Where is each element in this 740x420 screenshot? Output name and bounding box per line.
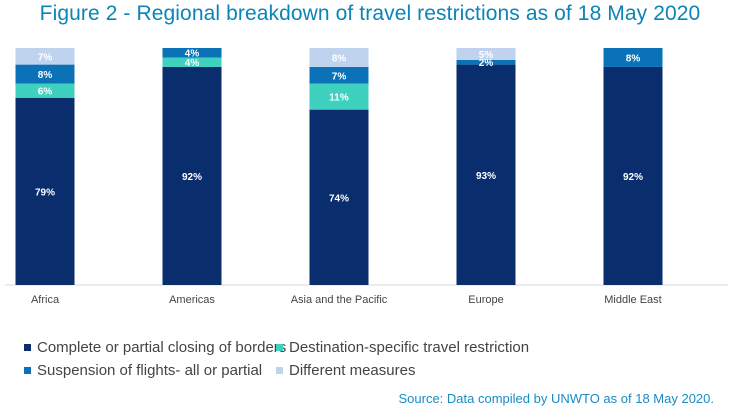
legend-label-destination: Destination-specific travel restriction [289,339,530,356]
data-label-americas-destination: 4% [185,58,200,69]
data-label-africa-flights: 8% [38,70,53,81]
bar-europe-flights [456,59,516,65]
x-tick-asia-and-the-pacific: Asia and the Pacific [291,294,388,306]
legend-swatch-flights [24,367,31,374]
bar-middle-east-flights [603,48,663,67]
legend-item-flights: Suspension of flights- all or partial [24,362,262,379]
x-tick-americas: Americas [169,294,215,306]
bar-europe-different [456,48,516,60]
legend-swatch-destination [276,344,283,351]
data-label-middle-east-flights: 8% [626,53,641,64]
legend-swatch-borders [24,344,31,351]
legend-item-borders: Complete or partial closing of borders [24,339,286,356]
data-label-middle-east-borders: 92% [623,172,643,183]
legend-item-destination: Destination-specific travel restriction [276,339,529,356]
x-tick-middle-east: Middle East [604,294,661,306]
data-label-asia-and-the-pacific-borders: 74% [329,193,349,204]
stacked-bar-chart: 79% 6% 8% 7% 92% 4%4% 74% 11% 7% 8% 93% 2%5% 92% 8% A… [5,48,728,306]
x-tick-europe: Europe [468,294,503,306]
data-label-americas-flights: 4% [185,49,200,60]
bar-middle-east-borders [603,66,663,286]
data-label-europe-flights: 2% [479,58,494,69]
bar-africa-flights [15,64,75,84]
bar-asia-and-the-pacific-different [309,48,369,67]
legend-label-different: Different measures [289,362,416,379]
bar-americas-destination [162,57,222,67]
data-label-asia-and-the-pacific-flights: 7% [332,71,347,82]
bar-asia-and-the-pacific-flights [309,66,369,84]
data-label-europe-different: 5% [479,50,494,61]
legend-label-borders: Complete or partial closing of borders [37,339,287,356]
data-label-americas-borders: 92% [182,172,202,183]
bar-americas-borders [162,66,222,286]
data-label-asia-and-the-pacific-destination: 11% [329,93,349,104]
legend-item-different: Different measures [276,362,415,379]
bar-asia-and-the-pacific-destination [309,83,369,110]
data-label-africa-borders: 79% [35,187,55,198]
bar-americas-flights [162,48,222,58]
data-label-asia-and-the-pacific-different: 8% [332,53,347,64]
data-label-africa-different: 7% [38,52,53,63]
legend-label-flights: Suspension of flights- all or partial [37,362,263,379]
bar-africa-destination [15,83,75,98]
source-note: Source: Data compiled by UNWTO as of 18 … [398,391,714,406]
data-label-europe-borders: 93% [476,171,496,182]
data-label-africa-destination: 6% [38,87,53,98]
x-tick-africa: Africa [31,294,60,306]
bar-africa-borders [15,97,75,286]
bar-europe-borders [456,64,516,285]
bar-africa-different [15,48,75,65]
bar-asia-and-the-pacific-borders [309,109,369,286]
chart-title: Figure 2 - Regional breakdown of travel … [39,2,701,25]
legend-swatch-different [276,367,283,374]
